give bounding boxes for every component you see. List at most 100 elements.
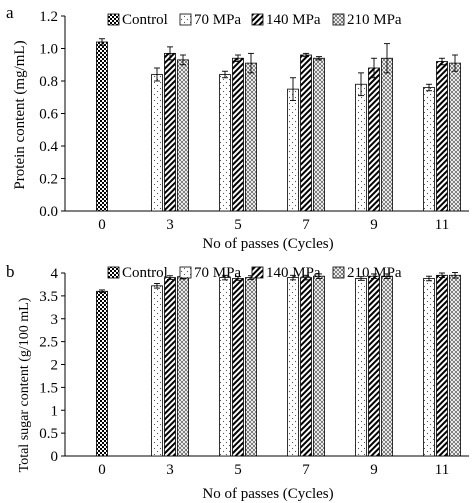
chart-a-ylabel: Protein content (mg/mL) [12,40,28,189]
chart-b-error-bar-210mpa-9 [384,273,390,279]
chart-a-error-bar-210mpa-9 [384,43,390,74]
chart-a-error-bar-70mpa-9 [358,72,364,97]
chart-a-bar-140mpa-11 [436,61,448,212]
chart-a-legend: Control 70 MPa 140 MPa 210 MPa [107,12,402,28]
chart-a-legend-label-control: Control [122,12,168,28]
chart-b-error-bar-70mpa-7 [290,274,296,281]
chart-a-bar-control-0 [96,41,108,212]
chart-b-error-bar-140mpa-7 [303,274,309,281]
chart-a-x-tick-label: 11 [435,217,449,233]
chart-b-x-tick-label: 11 [435,462,449,478]
chart-a-y-tick-label: 0.8 [39,74,58,90]
chart-a-bar-70mpa-5 [219,74,231,212]
chart-a-bar-140mpa-7 [300,54,312,212]
chart-b-y-tick-label: 2.5 [39,335,58,351]
chart-a-error-bar-210mpa-7 [316,56,322,61]
chart-b-error-bar-70mpa-9 [358,276,364,281]
chart-a-xlabel: No of passes (Cycles) [202,236,333,252]
chart-a-error-bar-140mpa-9 [371,57,377,79]
chart-b-bar-70mpa-11 [423,278,435,457]
chart-b-x-tick-label: 3 [166,462,174,478]
chart-a-error-bar-70mpa-7 [290,77,296,101]
chart-a-bar-70mpa-3 [151,74,163,212]
chart-a: Protein content (mg/mL) No of passes (Cy… [12,9,469,252]
chart-b-bar-70mpa-3 [151,285,163,457]
chart-a-y-tick-label: 1.2 [39,9,58,25]
chart-b: Total sugar content (g/100 mL) No of pas… [17,265,469,502]
chart-a-legend-swatch-control [107,13,120,26]
chart-a-error-bar-70mpa-3 [154,67,160,82]
chart-b-x-tick-label: 5 [234,462,242,478]
chart-b-legend-label-210mpa: 210 MPa [347,265,402,281]
chart-a-legend-label-70mpa: 70 MPa [194,12,241,28]
panel-label-b: b [6,262,15,281]
chart-b-y-tick-label: 2 [51,358,59,374]
chart-a-y-tick-label: 0.0 [39,204,58,220]
chart-a-x-tick-label: 7 [302,217,310,233]
chart-b-y-tick-label: 0.5 [39,426,58,442]
chart-a-bar-140mpa-5 [232,57,244,212]
chart-b-x-tick-label: 0 [98,462,106,478]
chart-b-ylabel: Total sugar content (g/100 mL) [17,297,32,472]
chart-a-legend-label-140mpa: 140 MPa [266,12,321,28]
chart-a-bar-140mpa-3 [164,52,176,212]
chart-b-bar-140mpa-11 [436,274,448,457]
chart-b-bar-140mpa-7 [300,277,312,457]
chart-a-bar-210mpa-5 [245,62,257,212]
chart-a-y-tick-label: 0.6 [39,107,58,123]
chart-a-legend-swatch-140mpa [251,13,264,26]
chart-b-legend-swatch-70mpa [179,266,192,279]
chart-b-error-bar-70mpa-5 [222,274,228,281]
chart-a-y-tick-label: 1.0 [39,42,58,58]
chart-b-bar-210mpa-11 [449,274,461,457]
chart-b-bar-140mpa-5 [232,278,244,457]
chart-b-error-bar-70mpa-11 [426,275,432,282]
chart-a-y-tick-label: 0.2 [39,172,58,188]
chart-a-legend-swatch-210mpa [332,13,345,26]
chart-a-bar-140mpa-9 [368,67,380,212]
panel-label-a: a [6,3,14,22]
chart-b-bar-210mpa-3 [177,276,189,457]
chart-b-legend-label-140mpa: 140 MPa [266,265,321,281]
chart-b-error-bar-140mpa-9 [371,273,377,279]
chart-b-bar-210mpa-5 [245,277,257,457]
chart-b-bar-140mpa-9 [368,275,380,457]
chart-a-bar-210mpa-3 [177,59,189,212]
chart-a-error-bar-140mpa-3 [167,46,173,61]
chart-b-y-tick-label: 1.5 [39,380,58,396]
chart-b-bar-70mpa-5 [219,277,231,457]
chart-b-legend-label-70mpa: 70 MPa [194,265,241,281]
chart-a-error-bar-210mpa-5 [248,52,254,74]
chart-b-x-tick-label: 7 [302,462,310,478]
chart-b-error-bar-140mpa-11 [439,272,445,279]
chart-b-bar-70mpa-9 [355,278,367,457]
chart-b-error-bar-70mpa-3 [154,283,160,289]
chart-b-bar-210mpa-9 [381,275,393,457]
chart-b-bar-140mpa-3 [164,277,176,457]
chart-a-bar-210mpa-7 [313,57,325,212]
chart-a-bar-70mpa-11 [423,87,435,212]
chart-b-y-tick-label: 3 [51,312,59,328]
chart-a-error-bar-210mpa-3 [180,54,186,66]
chart-a-bar-70mpa-7 [287,88,299,212]
chart-b-y-tick-label: 0 [51,449,59,465]
chart-a-legend-swatch-70mpa [179,13,192,26]
chart-a-error-bar-70mpa-11 [426,83,432,92]
chart-b-bar-control-0 [96,290,108,457]
chart-a-x-tick-label: 0 [98,217,106,233]
chart-a-error-bar-210mpa-11 [452,54,458,72]
chart-a-x-tick-label: 3 [166,217,174,233]
chart-a-bar-210mpa-9 [381,57,393,212]
chart-b-legend-swatch-210mpa [332,266,345,279]
chart-b-error-bar-140mpa-3 [167,275,173,280]
chart-b-legend-swatch-control [107,266,120,279]
chart-a-x-tick-label: 9 [370,217,378,233]
chart-b-error-bar-210mpa-11 [452,272,458,279]
chart-b-error-bar-control-0 [99,289,105,294]
chart-b-legend-swatch-140mpa [251,266,264,279]
chart-b-bar-70mpa-7 [287,277,299,457]
chart-a-y-tick-label: 0.4 [39,139,58,155]
chart-b-x-tick-label: 9 [370,462,378,478]
chart-b-y-tick-label: 4 [51,266,59,282]
